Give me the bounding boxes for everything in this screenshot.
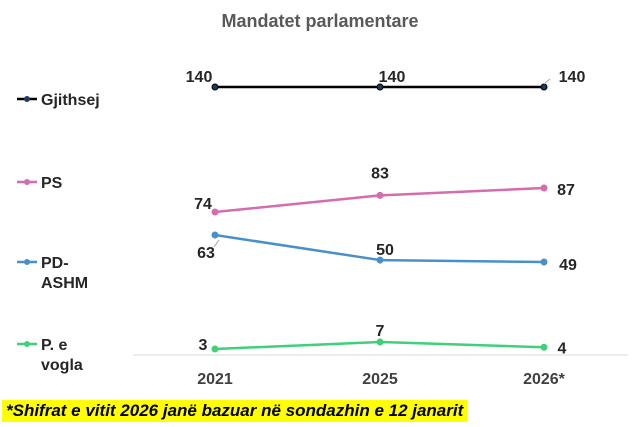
- legend-swatch-marker: [24, 179, 30, 185]
- legend-swatch-marker: [24, 96, 30, 102]
- x-tick-label: 2025: [362, 371, 398, 388]
- data-point: [540, 83, 548, 91]
- data-point: [211, 208, 219, 216]
- chart-title: Mandatet parlamentare: [221, 11, 418, 31]
- data-label: 50: [376, 242, 394, 259]
- series-1: 140 140 140: [186, 69, 586, 91]
- legend-item: Gjithsej: [17, 92, 100, 109]
- data-label: 4: [558, 340, 567, 357]
- data-label: 140: [559, 69, 586, 86]
- data-point: [540, 258, 548, 266]
- legend-label: P. e vogla: [41, 337, 83, 374]
- data-label: 140: [379, 69, 406, 86]
- footnote: *Shifrat e vitit 2026 janë bazuar në son…: [2, 400, 468, 422]
- data-label: 49: [559, 257, 577, 274]
- legend-swatch-marker: [24, 259, 30, 265]
- data-point: [376, 191, 384, 199]
- legend-item: P. e vogla: [17, 337, 83, 374]
- data-point: [211, 231, 219, 239]
- label-leader: [543, 78, 551, 85]
- data-point: [376, 83, 384, 91]
- legend-item: PS: [17, 175, 63, 192]
- series-2: 74 83 87: [194, 165, 575, 216]
- series-4: 3 7 4: [199, 323, 567, 357]
- series-line: [213, 186, 546, 214]
- data-point: [376, 338, 384, 346]
- data-point: [540, 184, 548, 192]
- x-tick-label: 2021: [197, 371, 233, 388]
- chart: Mandatet parlamentare 2021 2025 2026* 140 1…: [17, 11, 628, 388]
- x-tick-label: 2026*: [523, 371, 566, 388]
- data-label: 83: [371, 165, 389, 182]
- data-label: 3: [199, 337, 208, 354]
- data-point: [211, 83, 219, 91]
- legend-label: PS: [41, 175, 63, 192]
- legend-swatch-marker: [24, 341, 30, 347]
- data-point: [211, 345, 219, 353]
- legend-label: PD-ASHM: [41, 255, 88, 292]
- legend-label: Gjithsej: [41, 92, 100, 109]
- data-point: [540, 343, 548, 351]
- data-label: 7: [376, 323, 385, 340]
- data-point: [376, 256, 384, 264]
- legend-item: PD-ASHM: [17, 255, 88, 292]
- data-label: 74: [194, 196, 212, 213]
- data-label: 63: [197, 245, 215, 262]
- data-label: 140: [186, 69, 213, 86]
- label-leader: [213, 239, 220, 248]
- data-label: 87: [557, 182, 575, 199]
- series-3: 63 50 49: [197, 231, 577, 274]
